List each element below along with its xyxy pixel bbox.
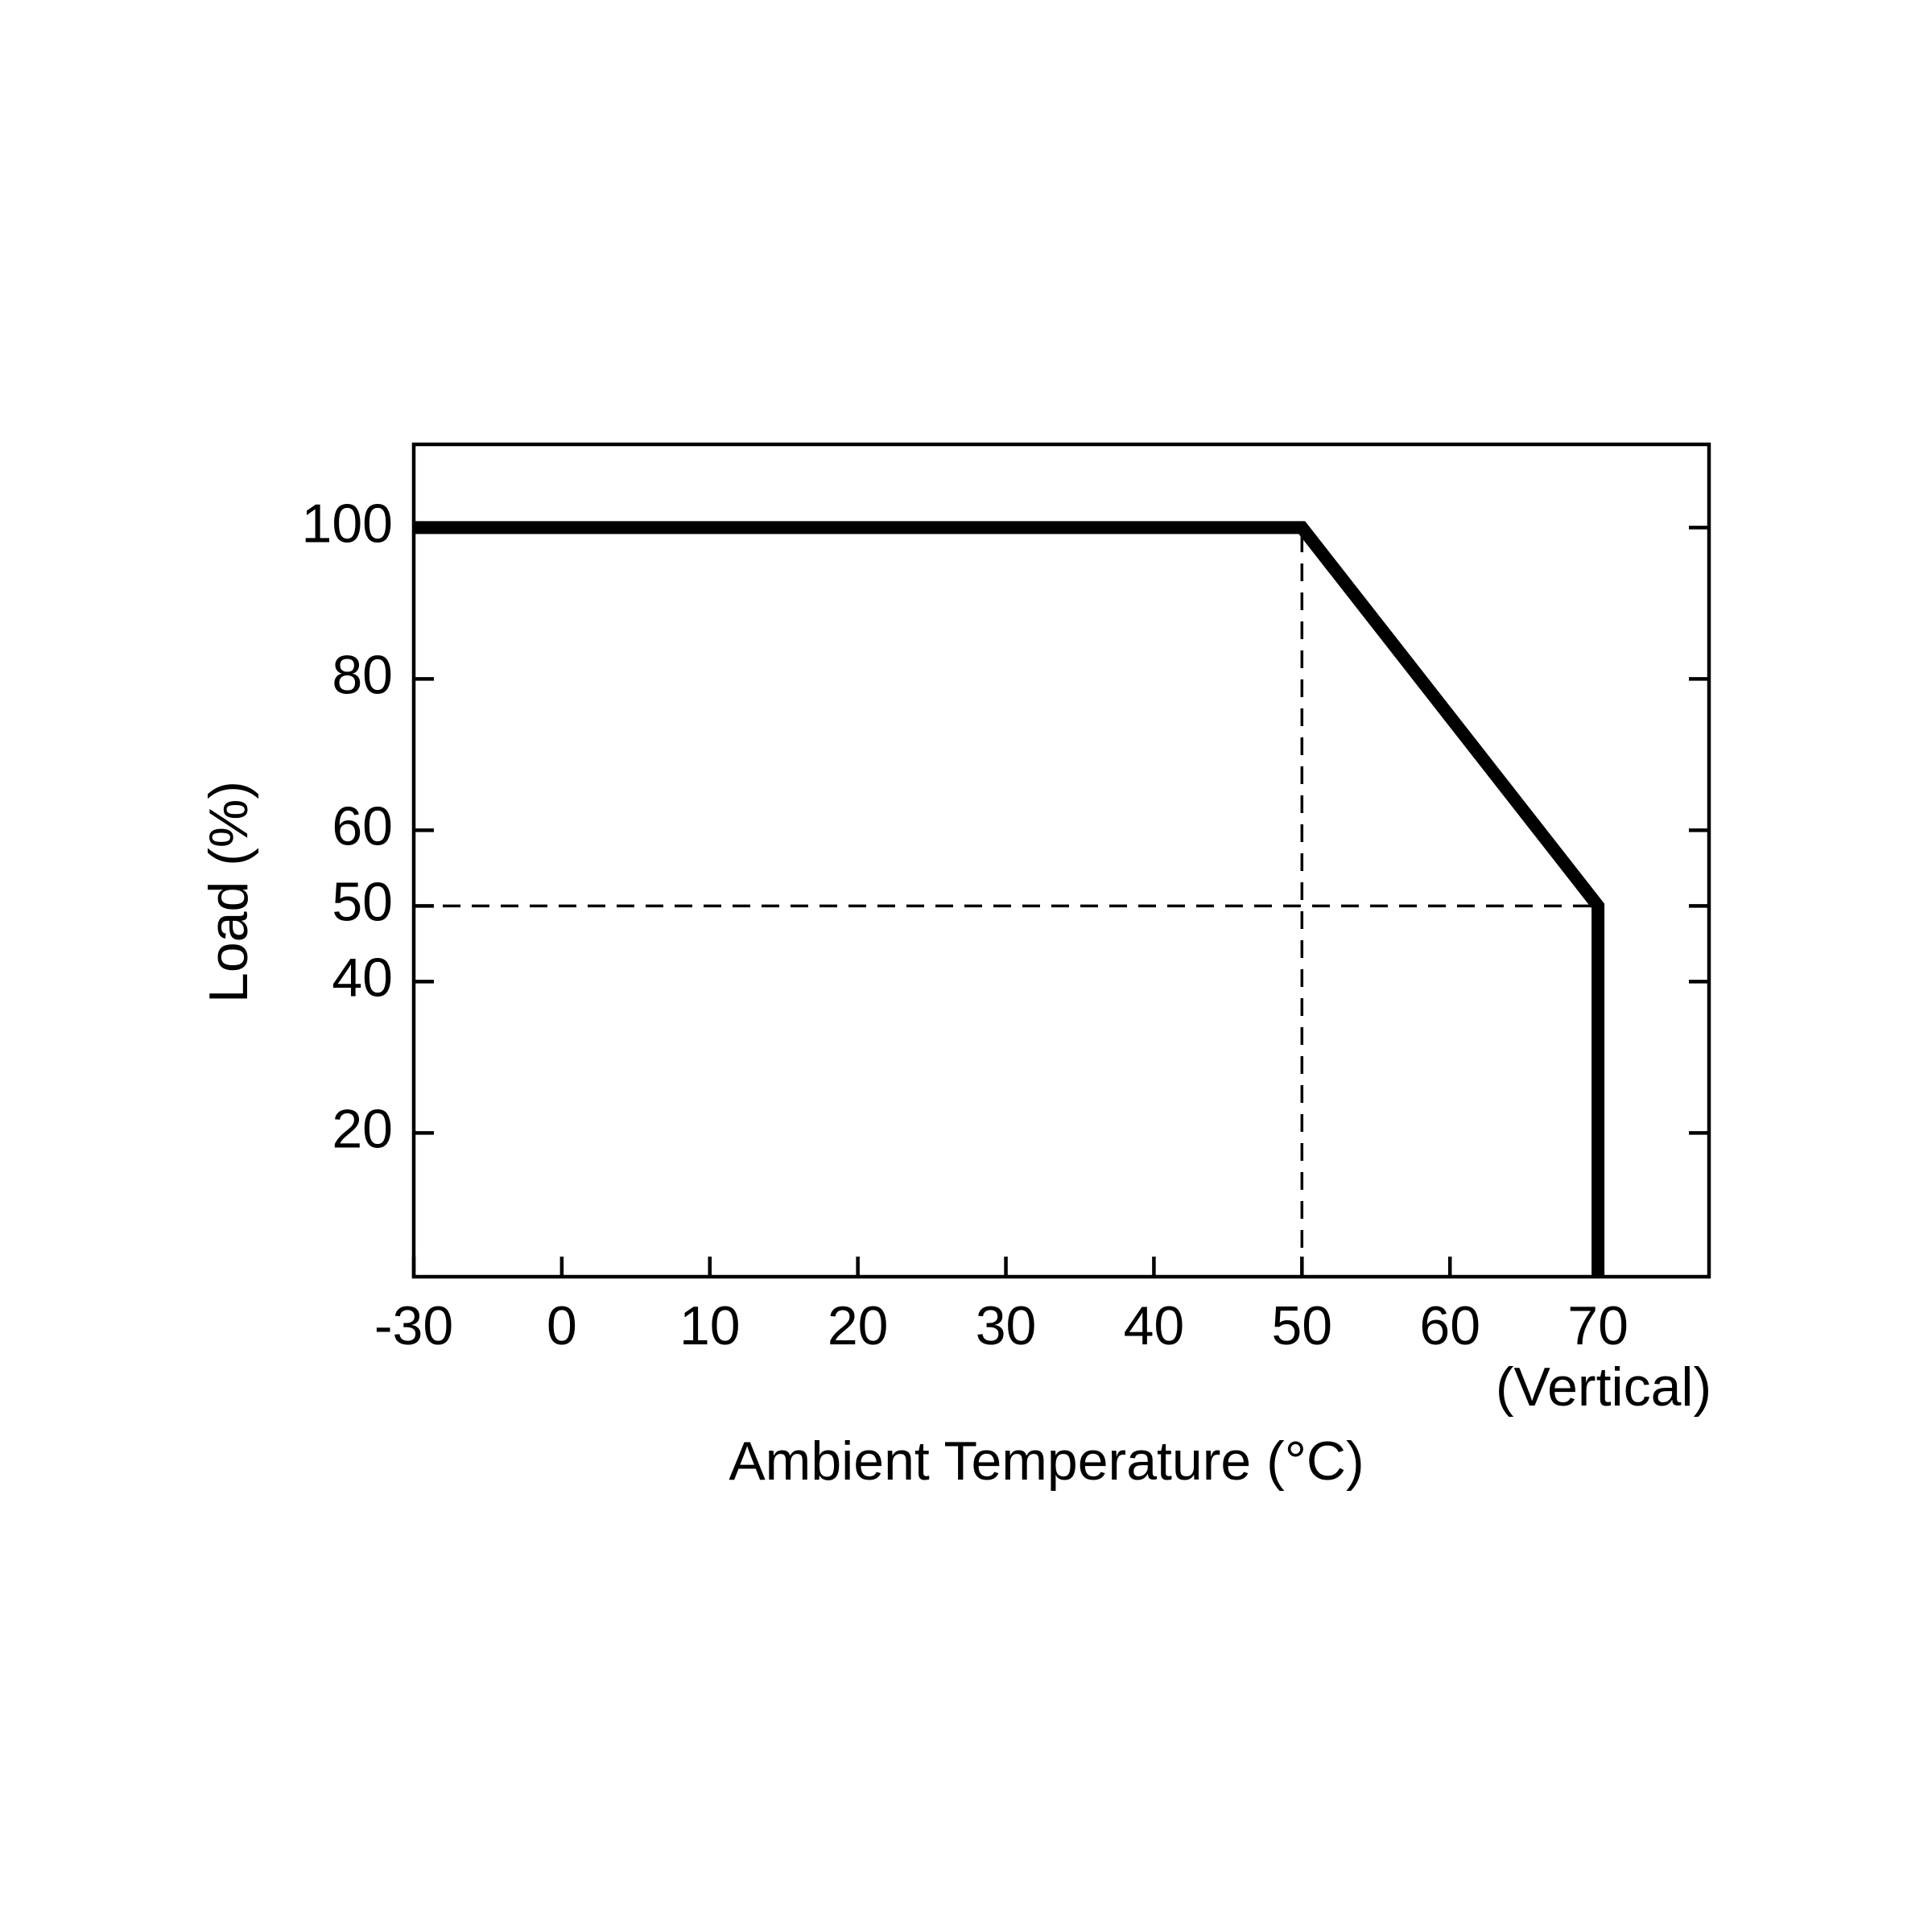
annotation: (Vertical) [1496,1356,1711,1418]
x-axis-title: Ambient Temperature (°C) [729,1430,1364,1492]
y-tick-label: 60 [332,795,393,857]
x-tick-label: 0 [547,1295,577,1356]
plot-frame [411,442,1711,1279]
y-tick-label: 40 [332,947,393,1008]
x-tick-label: 10 [679,1295,741,1356]
x-tick-label: 60 [1419,1295,1480,1356]
x-tick-label: 70 [1567,1295,1629,1356]
x-tick-label: 40 [1124,1295,1185,1356]
x-tick-label: 20 [828,1295,889,1356]
y-tick-label: 20 [332,1098,393,1159]
x-tick-label: -30 [374,1295,453,1356]
x-tick-label: 50 [1271,1295,1332,1356]
y-axis-title: Load (%) [198,781,259,1003]
derating-line [414,521,1605,1277]
y-tick-label: 80 [332,644,393,705]
y-tick-label: 100 [302,493,393,554]
y-tick-label: 50 [332,871,393,932]
x-tick-label: 30 [976,1295,1037,1356]
